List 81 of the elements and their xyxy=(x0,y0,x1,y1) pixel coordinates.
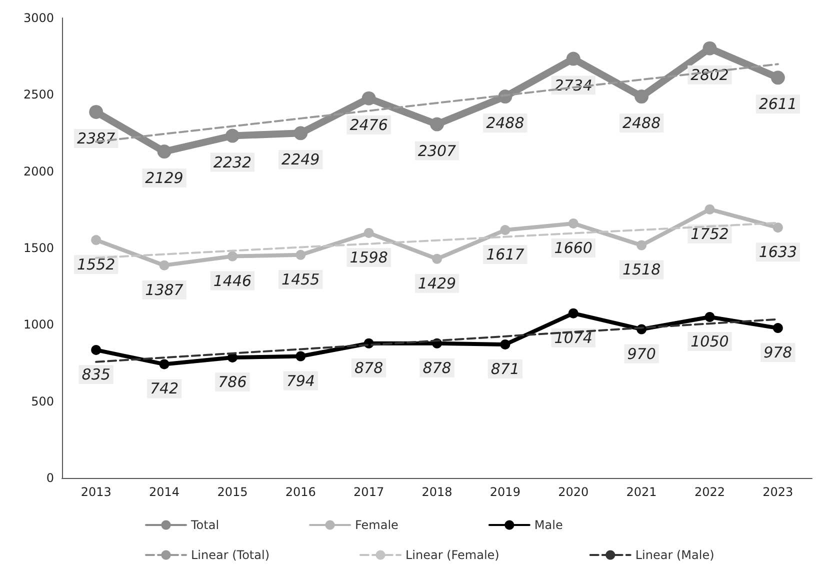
data-label: 1429 xyxy=(418,274,456,292)
point xyxy=(772,222,783,233)
point xyxy=(704,204,715,214)
y-tick-label: 0 xyxy=(46,471,54,485)
point xyxy=(430,117,444,132)
point xyxy=(362,91,376,106)
x-tick-label: 2017 xyxy=(354,485,384,499)
data-label: 2307 xyxy=(418,142,457,160)
point xyxy=(89,104,104,119)
legend-label: Linear (Female) xyxy=(406,548,500,562)
point xyxy=(568,308,578,318)
data-label: 871 xyxy=(490,360,520,378)
data-label: 2476 xyxy=(350,116,388,134)
x-tick-label: 2021 xyxy=(626,485,657,499)
legend-label: Linear (Total) xyxy=(191,548,270,562)
data-label: 1455 xyxy=(282,270,320,288)
data-label: 1552 xyxy=(76,256,116,274)
x-tick-label: 2020 xyxy=(558,485,589,499)
data-label: 1446 xyxy=(213,272,252,290)
point xyxy=(566,52,580,66)
data-label: 878 xyxy=(354,358,384,377)
data-label: 835 xyxy=(82,365,110,384)
x-tick-label: 2018 xyxy=(422,485,452,499)
x-tick-label: 2022 xyxy=(694,485,725,499)
x-tick-label: 2014 xyxy=(149,485,180,499)
point xyxy=(568,218,578,228)
data-label: 978 xyxy=(764,344,792,362)
x-tick-label: 2023 xyxy=(762,485,794,499)
point xyxy=(364,228,374,238)
point xyxy=(159,260,170,270)
point xyxy=(91,235,102,246)
point xyxy=(770,70,785,85)
point xyxy=(634,90,649,104)
point xyxy=(159,359,170,370)
point xyxy=(702,41,717,56)
data-label: 794 xyxy=(286,372,315,390)
legend-label: Linear (Male) xyxy=(635,548,714,562)
point xyxy=(294,126,308,140)
point xyxy=(500,225,510,236)
x-tick-label: 2019 xyxy=(490,485,520,499)
point xyxy=(296,250,306,260)
data-label: 786 xyxy=(218,372,247,391)
y-tick-label: 1500 xyxy=(23,241,54,255)
point xyxy=(500,339,510,350)
data-label: 1633 xyxy=(758,243,798,262)
data-label: 1387 xyxy=(145,280,184,299)
data-label: 2488 xyxy=(486,114,524,132)
y-tick-label: 2000 xyxy=(23,164,54,178)
legend-label: Male xyxy=(534,518,563,532)
data-label: 2488 xyxy=(622,114,661,132)
data-label: 2249 xyxy=(282,150,320,169)
data-label: 1617 xyxy=(486,246,525,264)
data-label: 1518 xyxy=(622,260,661,279)
y-tick-label: 3000 xyxy=(23,11,54,25)
y-tick-label: 500 xyxy=(31,394,54,408)
data-label: 1598 xyxy=(350,248,388,266)
data-label: 1660 xyxy=(554,238,592,257)
point xyxy=(296,351,306,362)
data-label: 2129 xyxy=(145,169,184,188)
x-tick-label: 2016 xyxy=(285,485,316,499)
data-label: 1050 xyxy=(690,332,729,350)
data-label: 2232 xyxy=(213,153,252,172)
data-label: 878 xyxy=(422,358,452,377)
point xyxy=(432,254,442,264)
x-tick-label: 2015 xyxy=(217,485,248,499)
point xyxy=(704,312,715,322)
point xyxy=(227,251,238,262)
y-tick-label: 1000 xyxy=(23,318,54,332)
data-label: 970 xyxy=(627,344,656,363)
data-label: 2611 xyxy=(758,95,798,114)
point xyxy=(772,323,783,334)
legend-label: Total xyxy=(190,518,220,532)
point xyxy=(157,144,172,159)
point xyxy=(91,344,102,355)
x-tick-label: 2013 xyxy=(80,485,112,499)
y-tick-label: 2500 xyxy=(23,88,54,102)
legend-label: Female xyxy=(355,518,398,532)
point xyxy=(225,128,240,143)
data-label: 1752 xyxy=(690,224,729,243)
data-label: 742 xyxy=(150,380,179,398)
point xyxy=(636,240,647,250)
